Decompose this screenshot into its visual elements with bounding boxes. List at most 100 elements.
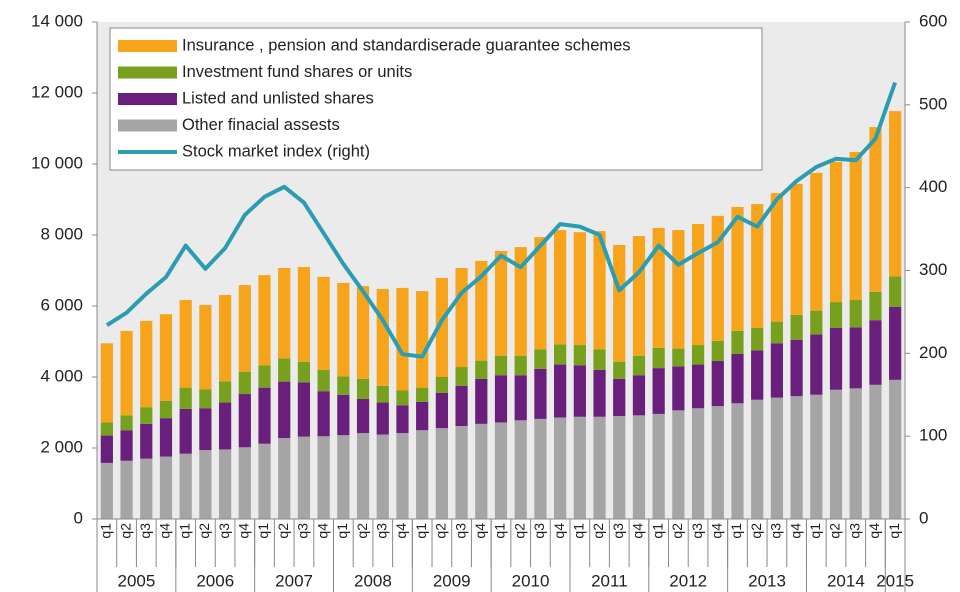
bar-segment bbox=[593, 416, 606, 519]
quarter-label: q2 bbox=[827, 523, 843, 539]
bar-segment bbox=[120, 330, 133, 416]
bar-segment bbox=[278, 438, 291, 519]
bar-segment bbox=[829, 161, 843, 303]
y-tick-label: 8 000 bbox=[40, 224, 83, 243]
bar-segment bbox=[218, 381, 232, 403]
quarter-label: q3 bbox=[137, 523, 153, 539]
quarter-label: q4 bbox=[708, 523, 724, 539]
quarter-label: q4 bbox=[157, 523, 173, 539]
bar-segment bbox=[396, 405, 409, 434]
bar-segment bbox=[711, 361, 724, 407]
quarter-label: q2 bbox=[669, 523, 685, 539]
legend-swatch bbox=[118, 40, 177, 52]
bar-segment bbox=[613, 378, 626, 417]
bar-segment bbox=[889, 276, 902, 307]
bar-segment bbox=[514, 420, 527, 519]
bar-segment bbox=[356, 378, 370, 400]
bar-segment bbox=[869, 127, 882, 292]
bar-segment bbox=[475, 360, 488, 379]
bar-segment bbox=[455, 385, 468, 426]
bar-segment bbox=[120, 430, 133, 461]
year-label: 2013 bbox=[748, 571, 786, 590]
legend-label: Stock market index (right) bbox=[182, 142, 370, 160]
quarter-label: q2 bbox=[748, 523, 764, 539]
bar-segment bbox=[396, 287, 409, 391]
bar-segment bbox=[179, 387, 192, 409]
year-label: 2007 bbox=[275, 571, 313, 590]
bar-segment bbox=[100, 422, 113, 436]
bar-segment bbox=[554, 344, 567, 365]
bar-segment bbox=[179, 453, 192, 519]
legend-swatch bbox=[118, 119, 177, 132]
bar-segment bbox=[849, 327, 862, 389]
bar-segment bbox=[337, 435, 350, 519]
bar-segment bbox=[810, 172, 823, 311]
bar-segment bbox=[297, 436, 311, 519]
bar-segment bbox=[317, 391, 330, 437]
bar-segment bbox=[652, 347, 665, 369]
legend-label: Listed and unlisted shares bbox=[182, 89, 374, 107]
bar-segment bbox=[829, 302, 843, 329]
bar-segment bbox=[573, 232, 586, 346]
bar-segment bbox=[337, 394, 350, 436]
bar-segment bbox=[159, 456, 173, 519]
y-tick-label: 10 000 bbox=[31, 153, 83, 172]
quarter-label: q3 bbox=[689, 523, 705, 539]
quarter-label: q4 bbox=[314, 523, 330, 539]
bar-segment bbox=[475, 378, 488, 424]
bar-segment bbox=[869, 291, 882, 321]
bar-segment bbox=[218, 294, 232, 382]
bar-segment bbox=[435, 392, 448, 429]
bar-segment bbox=[731, 353, 744, 404]
bar-segment bbox=[376, 385, 389, 403]
bar-segment bbox=[632, 415, 646, 519]
bar-segment bbox=[534, 349, 547, 369]
quarter-label: q3 bbox=[768, 523, 784, 539]
quarter-label: q3 bbox=[531, 523, 547, 539]
bar-segment bbox=[711, 406, 724, 519]
y-tick-label: 4 000 bbox=[40, 366, 83, 385]
bar-segment bbox=[297, 361, 311, 383]
quarter-label: q1 bbox=[886, 523, 902, 539]
bar-segment bbox=[711, 215, 724, 341]
bar-segment bbox=[554, 230, 567, 345]
bar-segment bbox=[514, 375, 527, 421]
quarter-label: q1 bbox=[649, 523, 665, 539]
bar-segment bbox=[810, 334, 823, 395]
bar-segment bbox=[889, 306, 902, 380]
quarter-label: q1 bbox=[176, 523, 192, 539]
bar-segment bbox=[416, 401, 429, 431]
quarter-label: q4 bbox=[787, 523, 803, 539]
bar-segment bbox=[573, 345, 586, 366]
bar-segment bbox=[672, 230, 685, 349]
bar-segment bbox=[455, 367, 468, 386]
bar-segment bbox=[494, 422, 508, 519]
bar-segment bbox=[140, 458, 153, 519]
bar-segment bbox=[455, 268, 468, 368]
year-label: 2015 bbox=[876, 571, 914, 590]
bar-segment bbox=[317, 369, 330, 392]
bar-segment bbox=[120, 415, 133, 431]
quarter-label: q3 bbox=[610, 523, 626, 539]
quarter-label: q2 bbox=[433, 523, 449, 539]
bar-segment bbox=[790, 339, 803, 397]
bar-segment bbox=[494, 375, 508, 423]
bar-segment bbox=[356, 286, 370, 379]
y2-tick-label: 500 bbox=[919, 94, 947, 113]
quarter-label: q1 bbox=[413, 523, 429, 539]
bar-segment bbox=[613, 244, 626, 362]
bar-segment bbox=[297, 266, 311, 362]
bar-segment bbox=[238, 285, 251, 372]
bar-segment bbox=[159, 418, 173, 457]
bar-segment bbox=[613, 361, 626, 379]
year-label: 2008 bbox=[354, 571, 392, 590]
bar-segment bbox=[337, 376, 350, 395]
bar-segment bbox=[691, 408, 705, 519]
bar-segment bbox=[573, 365, 586, 417]
bar-segment bbox=[356, 399, 370, 434]
quarter-label: q1 bbox=[807, 523, 823, 539]
bar-segment bbox=[731, 206, 744, 331]
quarter-label: q4 bbox=[236, 523, 252, 539]
y-tick-label: 12 000 bbox=[31, 82, 83, 101]
bar-segment bbox=[672, 366, 685, 411]
